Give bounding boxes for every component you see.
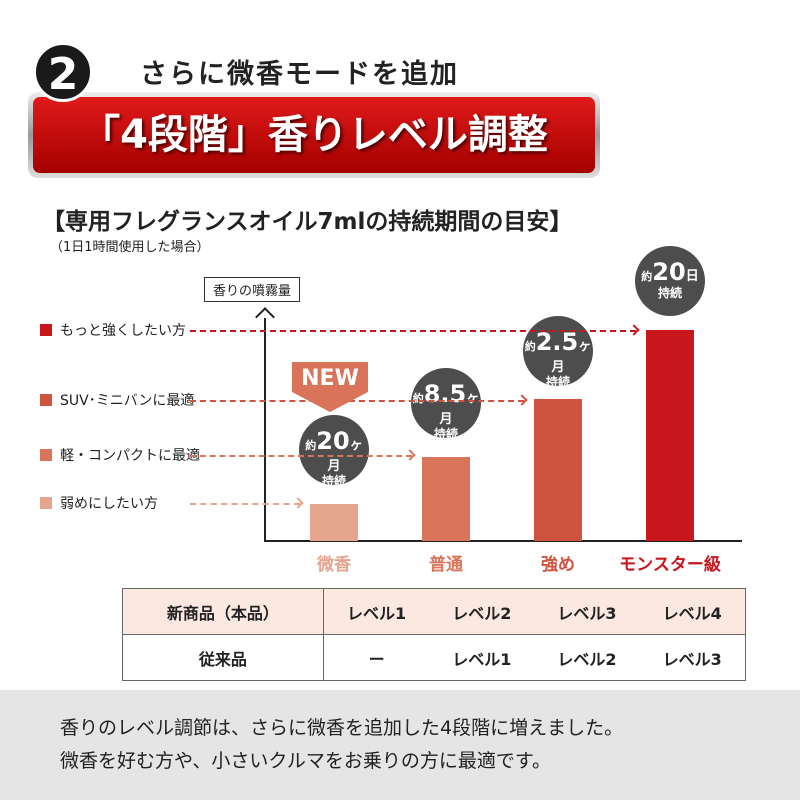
level-color-square xyxy=(40,324,52,336)
guide-arrow-icon xyxy=(292,497,304,509)
level-label: 軽・コンパクトに最適 xyxy=(40,445,200,465)
table-cell: 従来品 xyxy=(122,634,324,681)
duration-prefix: 約 xyxy=(412,392,424,405)
footer-line: 香りのレベル調節は、さらに微香を追加した4段階に増えました。 xyxy=(60,717,624,739)
guide-arrow-icon xyxy=(516,394,528,406)
guide-arrow-icon xyxy=(404,449,416,461)
table-cell: レベル3 xyxy=(534,588,640,635)
bar-4 xyxy=(646,330,694,541)
duration-value: 20 xyxy=(652,258,686,286)
level-color-square xyxy=(40,449,52,461)
table-row: 従来品ーレベル1 レベル2 レベル3 xyxy=(122,634,746,681)
level-label-text: 弱めにしたい方 xyxy=(60,496,158,512)
guide-dashed-line xyxy=(190,330,636,332)
duration-bubble: 約20日 持続 xyxy=(635,246,705,316)
duration-unit: ヶ月 xyxy=(551,339,592,375)
level-label: 弱めにしたい方 xyxy=(40,493,158,513)
subtitle: さらに微香モードを追加 xyxy=(140,59,459,90)
duration-unit: ヶ月 xyxy=(327,438,363,474)
duration-bubble: 約2.5ヶ月 持続 xyxy=(523,316,593,389)
table-cell: ー xyxy=(323,634,430,681)
guide-dashed-line xyxy=(190,455,412,457)
table-cell: 新商品（本品） xyxy=(122,588,324,635)
duration-unit: ヶ月 xyxy=(439,391,480,427)
duration-value: 20 xyxy=(316,427,350,455)
level-label: もっと強くしたい方 xyxy=(40,320,186,340)
step-number-badge: 2 xyxy=(33,42,93,102)
footer-note: 香りのレベル調節は、さらに微香を追加した4段階に増えました。 微香を好む方や、小… xyxy=(0,690,800,800)
duration-suffix: 持続 xyxy=(657,286,682,300)
table-cell: レベル2 xyxy=(534,634,640,681)
level-label-text: 軽・コンパクトに最適 xyxy=(60,448,200,464)
level-color-square xyxy=(40,497,52,509)
guide-dashed-line xyxy=(190,400,524,402)
bar-2 xyxy=(422,457,470,541)
chart-subtitle: （1日1時間使用した場合） xyxy=(50,240,210,255)
footer-line: 微香を好む方や、小さいクルマをお乗りの方に最適です。 xyxy=(60,750,551,772)
duration-suffix: 持続 xyxy=(433,427,458,441)
duration-unit: 日 xyxy=(685,269,699,284)
level-label-text: SUV･ミニバンに最適 xyxy=(60,393,195,409)
table-cell: レベル4 xyxy=(639,588,746,635)
chart-title: 【専用フレグランスオイル7mlの持続期間の目安】 xyxy=(42,209,573,235)
duration-value: 2.5 xyxy=(535,328,579,356)
table-cell: レベル3 xyxy=(639,634,746,681)
category-label: 強め xyxy=(541,555,575,575)
guide-arrow-icon xyxy=(628,324,640,336)
duration-suffix: 持続 xyxy=(321,474,346,488)
bar-3 xyxy=(534,399,582,541)
duration-prefix: 約 xyxy=(641,270,653,283)
level-label-text: もっと強くしたい方 xyxy=(60,323,186,339)
duration-bubble: 約8.5ヶ月 持続 xyxy=(411,368,481,441)
level-label: SUV･ミニバンに最適 xyxy=(40,390,194,410)
table-row: 新商品（本品） レベル1 レベル2 レベル3 レベル4 xyxy=(122,588,746,635)
category-label: モンスター級 xyxy=(619,555,721,575)
duration-value: 8.5 xyxy=(423,380,467,408)
banner-title: 「4段階」香りレベル調整 xyxy=(33,97,595,173)
duration-prefix: 約 xyxy=(305,439,317,452)
bar-1 xyxy=(310,504,358,541)
table-cell: レベル2 xyxy=(429,588,535,635)
guide-dashed-line xyxy=(190,503,300,505)
duration-bubble: 約20ヶ月 持続 xyxy=(299,415,369,488)
y-axis-label: 香りの噴霧量 xyxy=(204,277,301,302)
category-label: 普通 xyxy=(429,555,463,575)
new-badge: NEW xyxy=(292,362,368,412)
x-axis xyxy=(264,540,742,542)
level-color-square xyxy=(40,394,52,406)
category-label: 微香 xyxy=(317,555,351,575)
title-banner: 「4段階」香りレベル調整 xyxy=(28,92,600,178)
table-cell: レベル1 xyxy=(323,588,430,635)
table-cell: レベル1 xyxy=(429,634,535,681)
duration-suffix: 持続 xyxy=(545,375,570,389)
level-comparison-table: 新商品（本品） レベル1 レベル2 レベル3 レベル4 従来品ーレベル1 レベル2 レベル3 xyxy=(122,588,746,681)
y-axis xyxy=(264,318,266,542)
duration-prefix: 約 xyxy=(524,340,536,353)
